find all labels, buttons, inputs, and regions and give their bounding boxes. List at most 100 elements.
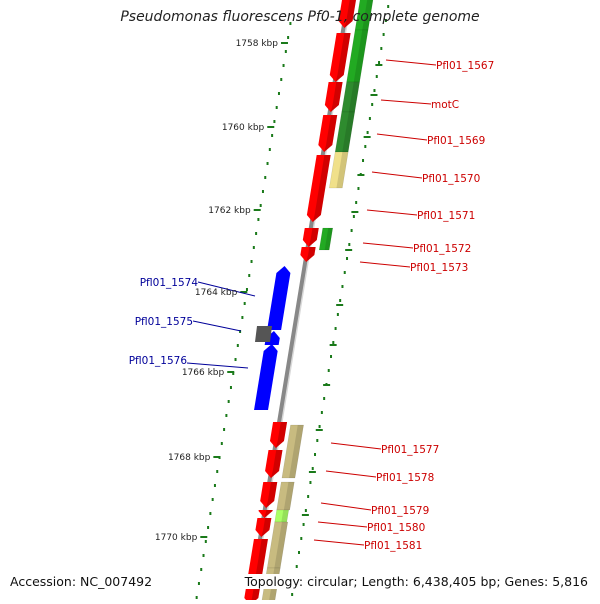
ruler-dot: [204, 540, 207, 543]
forward-gene-label[interactable]: Pfl01_1579: [371, 505, 429, 517]
outer-dot: [366, 131, 369, 134]
forward-gene-arrow: [258, 510, 273, 518]
outer-dot: [291, 593, 294, 596]
outer-dot: [362, 159, 365, 162]
forward-gene-arrow: [324, 82, 343, 112]
outer-dot: [298, 551, 301, 554]
ruler-label: 1758 kbp: [236, 39, 279, 49]
ruler-dot: [207, 526, 210, 529]
outer-dot: [387, 5, 390, 8]
ruler-dot: [200, 568, 203, 571]
reverse-gene-label[interactable]: Pfl01_1574: [140, 277, 199, 289]
ruler-dot: [252, 246, 255, 249]
reverse-gene-arrow: [254, 344, 278, 410]
outer-dot: [309, 481, 312, 484]
gene-shade: [335, 33, 351, 82]
ruler-label: 1768 kbp: [168, 453, 211, 463]
forward-gene-arrow: [338, 0, 357, 28]
outer-tick-track: [291, 5, 390, 596]
gene-shade: [266, 482, 278, 508]
ruler-dot: [202, 554, 205, 557]
forward-gene-label[interactable]: Pfl01_1577: [381, 444, 439, 456]
forward-leader-line: [376, 133, 428, 141]
reverse-leader-line: [186, 362, 249, 369]
ruler-dot: [280, 78, 283, 81]
label-leader-lines: [186, 59, 437, 546]
reverse-gene-label[interactable]: Pfl01_1575: [135, 316, 193, 328]
ruler-label: 1760 kbp: [222, 123, 265, 133]
outer-dot: [341, 285, 344, 288]
outer-dot: [327, 369, 330, 372]
cog-block-shade: [336, 152, 349, 188]
gene-shade: [312, 155, 331, 222]
ruler-dot: [261, 190, 264, 193]
gene-track: [244, 0, 357, 604]
ruler-dot: [250, 260, 253, 263]
cog-block-shade: [274, 522, 288, 568]
ruler-label: 1762 kbp: [208, 206, 251, 216]
forward-gene-label[interactable]: Pfl01_1569: [427, 135, 485, 147]
outer-dot: [355, 201, 358, 204]
forward-gene-label[interactable]: Pfl01_1581: [364, 540, 422, 552]
ruler-dot: [236, 344, 239, 347]
outer-dot: [300, 537, 303, 540]
ruler-dot: [241, 316, 244, 319]
forward-gene-label[interactable]: Pfl01_1567: [436, 60, 494, 72]
forward-leader-line: [317, 521, 368, 528]
cog-block-shade: [362, 0, 374, 30]
outer-dot: [378, 61, 381, 64]
map-title: Pseudomonas fluorescens Pf0-1, complete …: [120, 9, 480, 25]
outer-dot: [314, 453, 317, 456]
gene-shade: [306, 247, 316, 262]
outer-dot: [323, 397, 326, 400]
forward-gene-label[interactable]: Pfl01_1571: [417, 210, 475, 222]
forward-gene-arrow: [302, 228, 319, 247]
outer-dot: [343, 271, 346, 274]
ruler-dot: [275, 106, 278, 109]
gene-shade: [270, 450, 283, 478]
ruler-dot: [239, 330, 242, 333]
forward-leader-line: [380, 99, 432, 105]
forward-gene-arrow: [255, 518, 272, 537]
outer-dot: [380, 47, 383, 50]
gene-shade: [261, 518, 272, 537]
outer-dot: [307, 495, 310, 498]
cog-block: [281, 424, 304, 479]
outer-dot: [304, 509, 307, 512]
forward-gene-label[interactable]: Pfl01_1570: [422, 173, 480, 185]
ruler-dot: [225, 414, 228, 417]
forward-gene-label[interactable]: Pfl01_1573: [410, 262, 468, 274]
gray-gene-block: [255, 326, 272, 342]
cog-block-shade: [348, 82, 360, 112]
ruler-dot: [248, 274, 251, 277]
ruler-dot: [213, 484, 216, 487]
gene-shade: [330, 82, 343, 112]
ruler-dot: [232, 372, 235, 375]
gene-shade: [308, 228, 319, 247]
forward-leader-line: [366, 209, 418, 216]
ruler-dot: [277, 92, 280, 95]
outer-dot: [320, 411, 323, 414]
ruler-dot: [216, 470, 219, 473]
cog-block: [276, 481, 295, 511]
outer-dot: [364, 145, 367, 148]
ruler-dot: [211, 498, 214, 501]
forward-gene-label[interactable]: motC: [431, 99, 459, 111]
forward-gene-label[interactable]: Pfl01_1578: [376, 472, 434, 484]
reverse-gene-arrow: [267, 266, 291, 330]
outer-dot: [373, 89, 376, 92]
cog-block: [318, 227, 334, 251]
outer-dot: [371, 103, 374, 106]
ruler-dot: [223, 428, 226, 431]
outer-dot: [302, 523, 305, 526]
forward-gene-label[interactable]: Pfl01_1572: [413, 243, 471, 255]
forward-gene-label[interactable]: Pfl01_1580: [367, 522, 425, 534]
cog-block-shade: [324, 228, 333, 250]
ruler-dot: [282, 64, 285, 67]
ruler-dot: [273, 120, 276, 123]
forward-gene-arrow: [260, 482, 278, 508]
outer-dot: [316, 439, 319, 442]
forward-leader-line: [330, 442, 382, 450]
ruler-dot: [257, 218, 260, 221]
reverse-gene-label[interactable]: Pfl01_1576: [129, 355, 188, 367]
